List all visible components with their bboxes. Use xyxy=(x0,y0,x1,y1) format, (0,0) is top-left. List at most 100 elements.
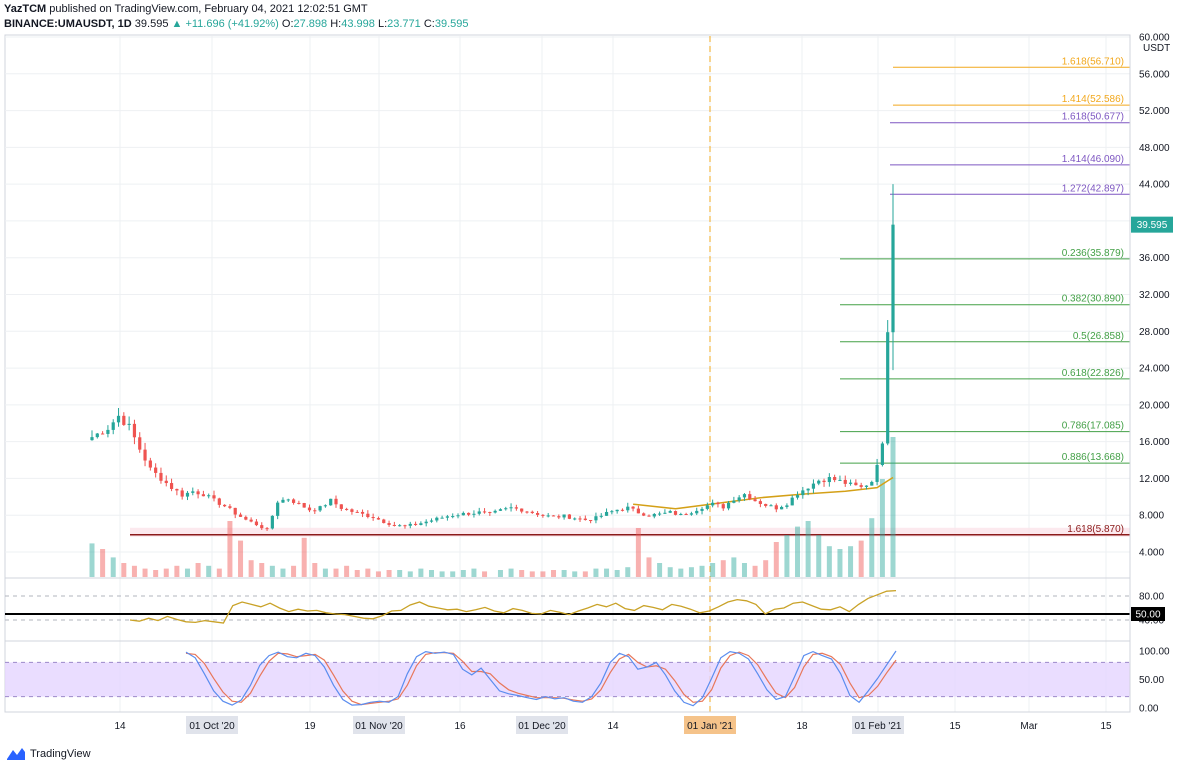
candle-body[interactable] xyxy=(514,507,518,509)
candle-body[interactable] xyxy=(185,492,190,497)
candle-body[interactable] xyxy=(323,505,328,507)
candle-body[interactable] xyxy=(535,512,540,515)
candle-body[interactable] xyxy=(313,510,317,512)
candle-body[interactable] xyxy=(413,523,418,525)
candle-body[interactable] xyxy=(382,519,386,524)
candle-body[interactable] xyxy=(827,477,831,483)
candle-body[interactable] xyxy=(530,511,534,513)
candle-body[interactable] xyxy=(196,491,200,495)
candle-body[interactable] xyxy=(281,499,285,503)
candle-body[interactable] xyxy=(488,512,492,514)
candle-body[interactable] xyxy=(541,514,545,516)
candle-body[interactable] xyxy=(175,488,179,491)
candle-body[interactable] xyxy=(302,503,306,508)
candle-body[interactable] xyxy=(811,483,816,489)
candle-body[interactable] xyxy=(615,509,619,512)
candle-body[interactable] xyxy=(657,513,662,515)
candle-body[interactable] xyxy=(806,488,810,491)
candle-body[interactable] xyxy=(334,498,338,505)
candle-body[interactable] xyxy=(880,443,884,466)
candle-body[interactable] xyxy=(138,437,142,450)
candle-body[interactable] xyxy=(159,472,163,481)
candle-body[interactable] xyxy=(780,506,784,510)
candle-body[interactable] xyxy=(684,513,688,515)
candle-body[interactable] xyxy=(461,512,465,516)
candle-body[interactable] xyxy=(822,480,826,483)
candle-body[interactable] xyxy=(371,517,375,519)
candle-body[interactable] xyxy=(705,505,709,509)
candle-body[interactable] xyxy=(631,506,635,509)
candle-body[interactable] xyxy=(445,516,450,518)
candle-body[interactable] xyxy=(456,515,460,517)
candle-body[interactable] xyxy=(838,479,842,481)
candle-body[interactable] xyxy=(642,513,646,516)
candle-body[interactable] xyxy=(504,508,508,510)
candle-body[interactable] xyxy=(408,523,412,526)
candle-body[interactable] xyxy=(636,508,640,514)
candle-body[interactable] xyxy=(164,480,168,484)
candle-body[interactable] xyxy=(207,495,211,497)
candle-body[interactable] xyxy=(191,491,195,493)
candle-body[interactable] xyxy=(244,516,248,520)
candle-body[interactable] xyxy=(620,509,625,511)
candle-body[interactable] xyxy=(875,465,879,482)
candle-body[interactable] xyxy=(833,477,837,481)
candle-body[interactable] xyxy=(716,502,720,505)
candle-body[interactable] xyxy=(307,507,312,511)
candle-body[interactable] xyxy=(509,507,513,509)
candle-body[interactable] xyxy=(732,500,736,503)
price-axis[interactable]: 60.00056.00052.00048.00044.00040.00036.0… xyxy=(1131,33,1173,559)
candle-body[interactable] xyxy=(843,479,847,484)
candle-body[interactable] xyxy=(679,513,683,515)
candle-body[interactable] xyxy=(520,508,524,512)
candle-body[interactable] xyxy=(366,513,370,518)
candle-body[interactable] xyxy=(753,499,757,502)
candle-body[interactable] xyxy=(594,516,598,521)
candle-body[interactable] xyxy=(392,524,396,526)
candle-body[interactable] xyxy=(721,504,725,509)
candle-body[interactable] xyxy=(223,504,227,507)
candle-body[interactable] xyxy=(111,422,115,430)
candle-body[interactable] xyxy=(477,511,481,514)
candle-body[interactable] xyxy=(318,506,322,511)
candle-body[interactable] xyxy=(891,224,895,333)
candle-body[interactable] xyxy=(201,494,205,497)
candle-body[interactable] xyxy=(360,511,365,514)
candle-body[interactable] xyxy=(673,511,678,515)
candle-body[interactable] xyxy=(689,513,694,515)
candle-body[interactable] xyxy=(429,520,434,522)
candle-body[interactable] xyxy=(647,515,651,517)
candle-body[interactable] xyxy=(329,498,333,506)
candle-body[interactable] xyxy=(265,528,269,530)
candle-body[interactable] xyxy=(435,517,439,521)
candle-body[interactable] xyxy=(604,511,609,516)
candle-body[interactable] xyxy=(424,521,428,524)
candle-body[interactable] xyxy=(546,515,550,517)
candle-body[interactable] xyxy=(848,482,853,484)
candle-body[interactable] xyxy=(350,509,354,512)
candle-body[interactable] xyxy=(859,485,863,487)
candle-body[interactable] xyxy=(217,498,221,505)
author-name[interactable]: YazTCM xyxy=(4,3,47,15)
candle-body[interactable] xyxy=(233,507,237,515)
candle-body[interactable] xyxy=(610,511,614,513)
symbol-label[interactable]: BINANCE:UMAUSDT, 1D xyxy=(4,18,132,30)
candle-body[interactable] xyxy=(748,494,752,500)
candle-body[interactable] xyxy=(864,485,869,487)
candle-body[interactable] xyxy=(249,519,253,522)
candle-body[interactable] xyxy=(567,514,572,519)
candle-body[interactable] xyxy=(663,512,667,514)
candle-body[interactable] xyxy=(589,520,593,522)
candle-body[interactable] xyxy=(143,449,147,461)
candle-body[interactable] xyxy=(254,521,259,526)
candle-body[interactable] xyxy=(403,525,407,527)
candle-body[interactable] xyxy=(148,460,152,468)
candle-body[interactable] xyxy=(286,499,290,501)
candle-body[interactable] xyxy=(90,437,94,441)
candle-body[interactable] xyxy=(795,495,800,498)
candle-body[interactable] xyxy=(769,505,773,507)
candle-body[interactable] xyxy=(440,517,444,519)
candle-body[interactable] xyxy=(238,514,243,517)
candle-body[interactable] xyxy=(169,483,174,489)
